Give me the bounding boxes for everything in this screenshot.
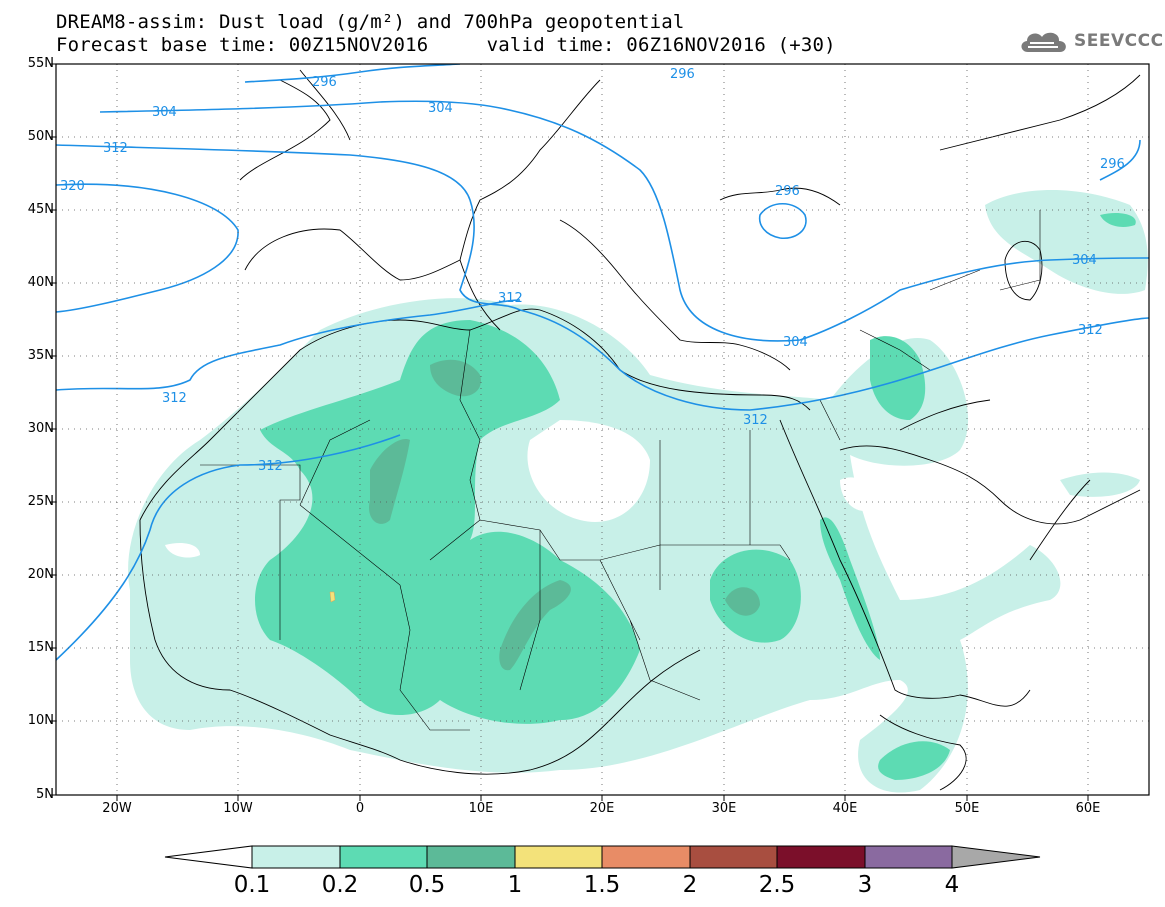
map-title: DREAM8-assim: Dust load (g/m²) and 700hP…: [56, 11, 685, 33]
lat-tick-label: 45N: [27, 202, 54, 217]
lat-tick-label: 25N: [27, 494, 54, 509]
contour-label: 304: [428, 101, 453, 116]
colorbar-box-5: [689, 845, 778, 869]
contour-label: 304: [783, 335, 808, 350]
colorbar-label: 1: [507, 872, 523, 898]
colorbar-high-arrow: [951, 845, 1041, 869]
colorbar-label: 2.5: [758, 872, 796, 898]
contour-label: 312: [258, 459, 283, 474]
lon-tick-label: 10E: [468, 801, 494, 816]
lon-tick-label: 10W: [223, 801, 253, 816]
contour-label: 296: [312, 75, 337, 90]
colorbar-box-6: [776, 845, 866, 869]
colorbar-label: 0.2: [321, 872, 359, 898]
colorbar-label: 3: [857, 872, 873, 898]
lat-tick-label: 20N: [27, 567, 54, 582]
lat-tick-label: 30N: [27, 421, 54, 436]
lat-tick-label: 55N: [27, 56, 54, 71]
contour-label: 296: [670, 67, 695, 82]
dust-level-0.5-fill: [369, 359, 760, 671]
contour-label: 312: [1078, 323, 1103, 338]
contour-label: 312: [743, 413, 768, 428]
cloud-icon: [1021, 32, 1066, 52]
contour-label: 312: [103, 141, 128, 156]
lat-tick-label: 40N: [27, 275, 54, 290]
lon-tick-label: 60E: [1075, 801, 1101, 816]
contour-label: 312: [498, 291, 523, 306]
colorbar-box-0: [251, 845, 341, 869]
lat-tick-label: 50N: [27, 129, 54, 144]
lon-tick-label: 0: [355, 801, 365, 816]
contour-label: 320: [60, 179, 85, 194]
logo-text: SEEVCCC: [1074, 31, 1164, 51]
lat-tick-label: 15N: [27, 640, 54, 655]
colorbar-box-1: [339, 845, 428, 869]
colorbar-box-3: [514, 845, 603, 869]
colorbar-label: 4: [944, 872, 960, 898]
colorbar-label: 2: [682, 872, 698, 898]
dust-level-0.2-fill: [255, 213, 1136, 780]
colorbar-label: 0.1: [233, 872, 271, 898]
coastlines: [139, 69, 1141, 791]
graticule: [56, 64, 1149, 795]
colorbar-box-4: [601, 845, 691, 869]
lon-tick-label: 20W: [102, 801, 132, 816]
colorbar-box-7: [864, 845, 953, 869]
contour-label: 304: [1072, 253, 1097, 268]
lon-tick-label: 40E: [832, 801, 858, 816]
country-borders: [200, 210, 1041, 731]
colorbar-label: 0.5: [408, 872, 446, 898]
lat-tick-label: 35N: [27, 348, 54, 363]
contour-label: 296: [775, 184, 800, 199]
lon-tick-label: 20E: [589, 801, 615, 816]
contour-label: 296: [1100, 157, 1125, 172]
colorbar: [164, 845, 1041, 869]
contour-label: 304: [152, 105, 177, 120]
contour-label: 312: [162, 391, 187, 406]
seevccc-logo: SEEVCCC: [1018, 27, 1164, 55]
dust-level-1-fill: [329, 591, 336, 603]
map-subtitle: Forecast base time: 00Z15NOV2016 valid t…: [56, 34, 836, 56]
lon-tick-label: 30E: [711, 801, 737, 816]
lat-tick-label: 5N: [36, 787, 54, 802]
lon-tick-label: 50E: [954, 801, 980, 816]
colorbar-label: 1.5: [583, 872, 621, 898]
colorbar-low-arrow: [164, 845, 253, 869]
lat-tick-label: 10N: [27, 713, 54, 728]
colorbar-box-2: [426, 845, 516, 869]
